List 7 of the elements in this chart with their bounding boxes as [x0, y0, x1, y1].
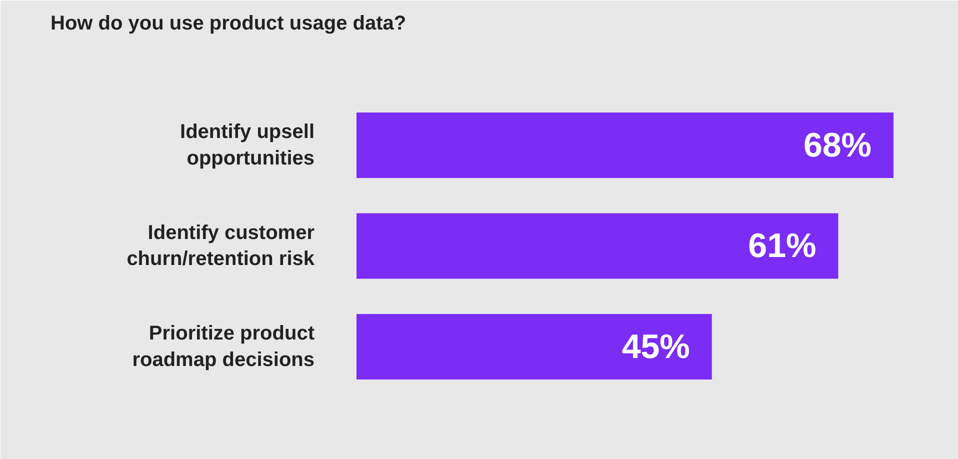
data-label: 68% [803, 126, 872, 164]
y-tick-label: Prioritize product roadmap decisions [132, 322, 315, 372]
y-tick-label: Identify customer churn/retention risk [126, 222, 316, 270]
y-tick-label: Identify upsell opportunities [180, 121, 315, 170]
data-label: 61% [748, 227, 816, 266]
chart-title: How do you use product usage data? [50, 12, 406, 34]
data-label: 45% [622, 328, 690, 366]
